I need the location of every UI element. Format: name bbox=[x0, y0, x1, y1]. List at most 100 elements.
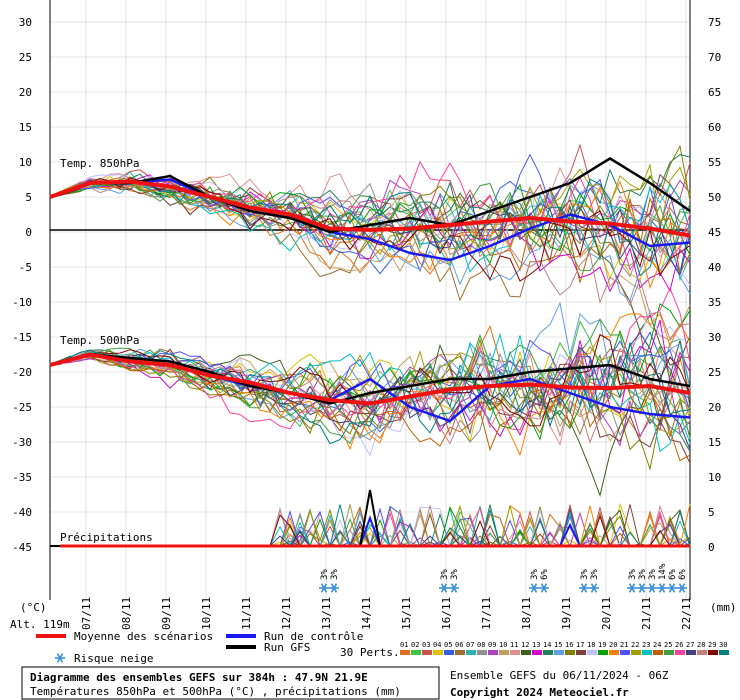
left-tick-label: 10 bbox=[19, 156, 32, 169]
legend-pert-swatch bbox=[719, 650, 729, 655]
t850-control-line bbox=[49, 178, 691, 262]
legend-pert-number: 30 bbox=[719, 641, 727, 649]
right-tick-label: 0 bbox=[708, 541, 715, 554]
left-tick-label: -20 bbox=[12, 366, 32, 379]
legend-pert-number: 12 bbox=[521, 641, 529, 649]
snow-risk-icon bbox=[579, 583, 589, 593]
legend-gfs-label: Run GFS bbox=[264, 641, 310, 654]
legend-pert-number: 05 bbox=[444, 641, 452, 649]
chart-legend: Moyenne des scénarios Run de contrôleRun … bbox=[36, 630, 729, 665]
right-tick-label: 70 bbox=[708, 51, 721, 64]
legend-pert-number: 06 bbox=[455, 641, 463, 649]
snow-risk-percent: 6% bbox=[668, 569, 678, 580]
date-tick-label: 16/11 bbox=[440, 597, 453, 630]
legend-pert-swatch bbox=[708, 650, 718, 655]
right-tick-label: 30 bbox=[708, 331, 721, 344]
legend-pert-swatch bbox=[532, 650, 542, 655]
legend-pert-number: 29 bbox=[708, 641, 716, 649]
date-tick-label: 09/11 bbox=[160, 597, 173, 630]
snow-risk-icon bbox=[677, 583, 687, 593]
main-series-lines bbox=[49, 157, 691, 423]
snowflake-stroke bbox=[590, 583, 598, 593]
left-tick-label: -15 bbox=[12, 331, 32, 344]
legend-pert-number: 26 bbox=[675, 641, 683, 649]
right-tick-label: 10 bbox=[708, 471, 721, 484]
legend-pert-number: 25 bbox=[664, 641, 672, 649]
date-tick-label: 19/11 bbox=[560, 597, 573, 630]
precipitation-panel bbox=[50, 489, 691, 548]
left-tick-label: 25 bbox=[19, 51, 32, 64]
snow-risk-percent: 3% bbox=[590, 569, 600, 580]
snowflake-stroke bbox=[440, 583, 448, 593]
right-tick-label: 50 bbox=[708, 191, 721, 204]
right-tick-label: 35 bbox=[708, 296, 721, 309]
left-tick-label: -35 bbox=[12, 471, 32, 484]
t850-member-30 bbox=[49, 178, 691, 277]
legend-pert-number: 18 bbox=[587, 641, 595, 649]
legend-pert-swatch bbox=[565, 650, 575, 655]
right-tick-label: 5 bbox=[708, 506, 715, 519]
snowflake-stroke bbox=[56, 653, 64, 663]
t500-member-30 bbox=[49, 342, 691, 445]
t500-panel-label: Temp. 500hPa bbox=[60, 334, 139, 347]
legend-perts-label: 30 Perts. bbox=[340, 646, 400, 659]
legend-pert-swatch bbox=[554, 650, 564, 655]
snow-risk-percent: 3% bbox=[648, 569, 658, 580]
snowflake-stroke bbox=[628, 583, 636, 593]
legend-pert-number: 28 bbox=[697, 641, 705, 649]
legend-pert-number: 07 bbox=[466, 641, 474, 649]
legend-pert-swatch bbox=[697, 650, 707, 655]
legend-pert-number: 27 bbox=[686, 641, 694, 649]
chart-labels: Temp. 850hPa Temp. 500hPa Précipitations bbox=[60, 157, 153, 544]
right-tick-label: 60 bbox=[708, 121, 721, 134]
snowflake-stroke bbox=[678, 583, 686, 593]
snow-risk-icon bbox=[529, 583, 539, 593]
legend-pert-swatch bbox=[631, 650, 641, 655]
legend-pert-swatch bbox=[422, 650, 432, 655]
legend-pert-swatch bbox=[400, 650, 410, 655]
snowflake-stroke bbox=[638, 583, 646, 593]
snow-risk-icon bbox=[539, 583, 549, 593]
legend-pert-swatch bbox=[477, 650, 487, 655]
legend-pert-number: 02 bbox=[411, 641, 419, 649]
date-tick-label: 13/11 bbox=[320, 597, 333, 630]
legend-pert-number: 03 bbox=[422, 641, 430, 649]
snow-risk-percent: 14% bbox=[658, 563, 668, 580]
legend-snow-icon bbox=[55, 653, 65, 663]
date-tick-label: 11/11 bbox=[240, 597, 253, 630]
snow-risk-icon bbox=[439, 583, 449, 593]
right-tick-label: 75 bbox=[708, 16, 721, 29]
legend-pert-number: 17 bbox=[576, 641, 584, 649]
left-tick-label: 15 bbox=[19, 121, 32, 134]
chart-footer: Diagramme des ensembles GEFS sur 384h : … bbox=[21, 666, 669, 700]
legend-pert-swatch bbox=[455, 650, 465, 655]
legend-pert-swatch bbox=[521, 650, 531, 655]
date-tick-label: 08/11 bbox=[120, 597, 133, 630]
snow-risk-icon bbox=[647, 583, 657, 593]
snowflake-stroke bbox=[580, 583, 588, 593]
legend-pert-swatch bbox=[433, 650, 443, 655]
legend-pert-swatch bbox=[444, 650, 454, 655]
date-tick-label: 21/11 bbox=[640, 597, 653, 630]
left-tick-label: -30 bbox=[12, 436, 32, 449]
snowflake-stroke bbox=[648, 583, 656, 593]
t500-mean-line bbox=[49, 352, 691, 406]
t850-member-17 bbox=[49, 173, 691, 263]
legend-pert-swatch bbox=[598, 650, 608, 655]
snow-risk-icon bbox=[449, 583, 459, 593]
legend-pert-swatch bbox=[411, 650, 421, 655]
snow-risk-icon bbox=[657, 583, 667, 593]
left-tick-label: -25 bbox=[12, 401, 32, 414]
snow-risk-percent: 3% bbox=[450, 569, 460, 580]
snow-risk-percent: 3% bbox=[320, 569, 330, 580]
left-tick-label: 30 bbox=[19, 16, 32, 29]
t500-member-24 bbox=[49, 356, 691, 462]
legend-pert-swatch bbox=[499, 650, 509, 655]
snowflake-stroke bbox=[450, 583, 458, 593]
left-tick-label: 5 bbox=[25, 191, 32, 204]
t500-member-08 bbox=[49, 346, 691, 443]
left-tick-label: 20 bbox=[19, 86, 32, 99]
legend-pert-number: 24 bbox=[653, 641, 661, 649]
snowflake-stroke bbox=[668, 583, 676, 593]
date-tick-label: 10/11 bbox=[200, 597, 213, 630]
